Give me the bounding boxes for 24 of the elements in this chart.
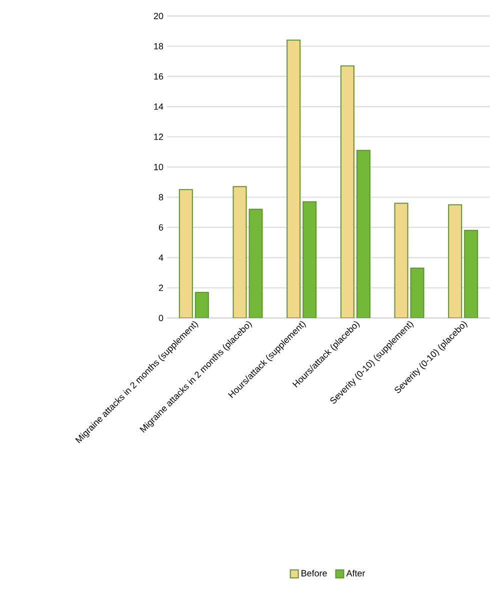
bar [302, 201, 317, 318]
legend-label: After [346, 570, 366, 576]
bar [232, 186, 247, 318]
y-tick-label: 12 [154, 134, 164, 140]
bar [286, 40, 301, 318]
y-tick-label: 14 [154, 104, 164, 110]
bar [410, 268, 424, 318]
bar [356, 150, 370, 318]
y-tick-label: 16 [154, 73, 164, 80]
legend-label: Before [302, 570, 327, 576]
y-tick-label: 6 [158, 224, 164, 231]
y-tick-label: 20 [154, 12, 164, 20]
bar [448, 204, 462, 318]
bar [248, 208, 263, 318]
bar [394, 202, 408, 318]
y-tick-label: 0 [158, 314, 164, 322]
y-tick-label: 2 [158, 284, 164, 291]
y-tick-label: 10 [154, 164, 164, 170]
bar [340, 65, 354, 318]
bar [178, 189, 193, 318]
y-tick-label: 4 [158, 254, 164, 261]
y-tick-label: 8 [158, 194, 164, 200]
bar [464, 230, 478, 318]
y-tick-label: 18 [154, 43, 164, 50]
